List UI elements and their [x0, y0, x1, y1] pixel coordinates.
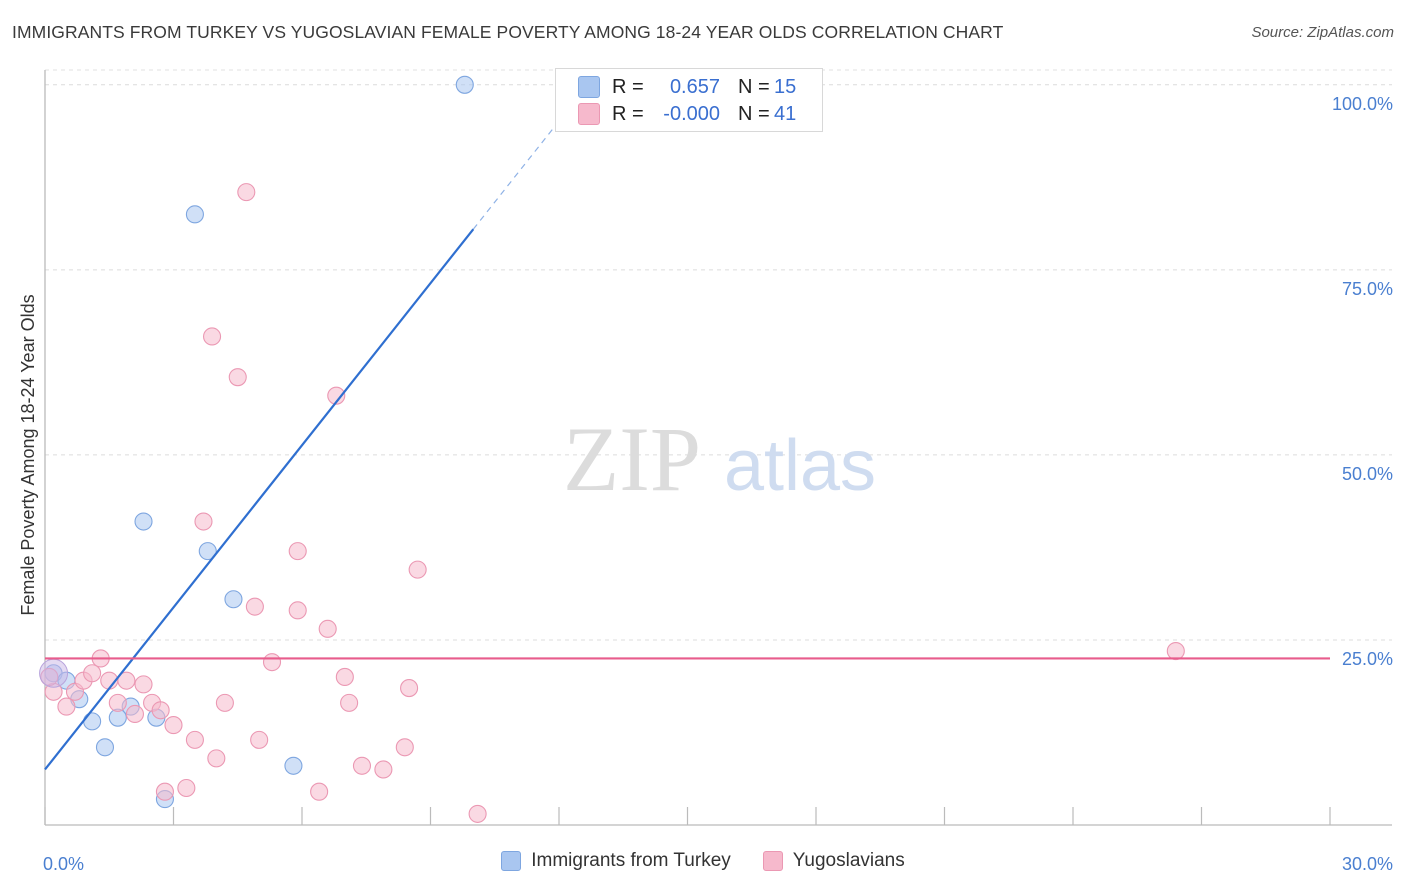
y-axis-label: Female Poverty Among 18-24 Year Olds: [18, 294, 38, 615]
point-yugoslavian: [185, 730, 204, 749]
legend-row-series2: R = -0.000 N = 41: [578, 102, 796, 126]
bottom-legend-label-series1: Immigrants from Turkey: [531, 850, 731, 871]
y-tick-label: 75.0%: [1342, 279, 1393, 299]
point-yugoslavian: [352, 756, 372, 775]
point-yugoslavian: [245, 597, 264, 616]
watermark-zip: ZIP: [563, 408, 701, 510]
point-yugoslavian: [250, 730, 269, 749]
point-turkey: [224, 590, 243, 609]
point-yugoslavian: [288, 542, 307, 561]
axes: [44, 70, 1392, 826]
point-turkey: [83, 712, 102, 731]
point-yugoslavian: [400, 679, 419, 698]
y-tick-label: 25.0%: [1342, 649, 1393, 669]
point-yugoslavian: [177, 778, 196, 798]
point-yugoslavian: [237, 183, 256, 202]
legend-n-value-series2: 41: [774, 102, 797, 125]
point-yugoslavian: [117, 671, 136, 690]
point-yugoslavian: [164, 716, 183, 735]
point-yugoslavian: [203, 327, 222, 346]
point-yugoslavian: [310, 782, 329, 801]
x-tick-label-max: 30.0%: [1342, 854, 1393, 874]
point-yugoslavian: [288, 601, 307, 620]
y-tick-label: 50.0%: [1342, 464, 1393, 484]
point-turkey: [284, 756, 303, 775]
grid-lines: [45, 69, 1392, 641]
data-points: [39, 75, 1185, 823]
watermark-atlas: atlas: [724, 426, 876, 506]
point-yugoslavian: [340, 693, 359, 712]
bottom-legend-swatch-series1: [501, 851, 522, 871]
point-yugoslavian: [194, 512, 213, 531]
stats-legend: R = 0.657 N = 15 R = -0.000 N = 41: [555, 68, 823, 132]
source-label: Source: ZipAtlas.com: [1251, 24, 1394, 41]
legend-swatch-series2: [578, 103, 600, 125]
trend-line-turkey: [44, 228, 475, 771]
bottom-legend-series2: Yugoslavians: [762, 850, 905, 872]
point-turkey: [95, 738, 115, 757]
legend-r-label: R =: [612, 102, 644, 125]
point-yugoslavian: [125, 704, 144, 724]
point-yugoslavian: [318, 619, 337, 638]
point-turkey: [134, 512, 153, 531]
point-yugoslavian: [57, 697, 76, 716]
point-overlap: [39, 658, 69, 688]
point-yugoslavian: [215, 693, 234, 712]
point-yugoslavian: [1166, 642, 1185, 661]
y-tick-label: 100.0%: [1332, 94, 1393, 114]
chart-title: IMMIGRANTS FROM TURKEY VS YUGOSLAVIAN FE…: [12, 22, 1004, 42]
point-yugoslavian: [327, 386, 346, 405]
watermark: ZIP atlas: [563, 408, 876, 510]
point-yugoslavian: [108, 693, 127, 712]
legend-swatch-series1: [578, 76, 600, 98]
legend-r-value-series2: -0.000: [663, 102, 720, 125]
point-yugoslavian: [134, 675, 153, 694]
point-turkey: [185, 205, 204, 224]
point-turkey: [455, 75, 474, 94]
legend-n-label: N =: [738, 75, 770, 98]
bottom-legend-swatch-series2: [762, 851, 783, 871]
point-yugoslavian: [155, 782, 174, 801]
point-turkey: [198, 542, 217, 561]
point-yugoslavian: [151, 701, 170, 720]
legend-row-series1: R = 0.657 N = 15: [578, 75, 796, 99]
point-yugoslavian: [83, 664, 102, 683]
point-yugoslavian: [228, 368, 247, 387]
legend-r-label: R =: [612, 75, 644, 98]
bottom-legend-series1: Immigrants from Turkey: [501, 850, 731, 872]
bottom-legend: Immigrants from Turkey Yugoslavians: [0, 850, 1406, 872]
point-yugoslavian: [335, 667, 354, 687]
point-yugoslavian: [207, 749, 226, 768]
legend-n-value-series1: 15: [774, 75, 797, 98]
legend-n-label: N =: [738, 102, 770, 125]
point-yugoslavian: [262, 653, 282, 672]
x-tick-label-min: 0.0%: [43, 854, 84, 874]
point-yugoslavian: [468, 804, 487, 823]
point-yugoslavian: [395, 738, 414, 757]
bottom-legend-label-series2: Yugoslavians: [792, 850, 905, 871]
tick-labels: 100.0% 75.0% 50.0% 25.0% 0.0% 30.0%: [43, 94, 1393, 874]
legend-r-value-series1: 0.657: [669, 75, 720, 98]
point-yugoslavian: [374, 760, 393, 779]
point-yugoslavian: [408, 560, 427, 579]
